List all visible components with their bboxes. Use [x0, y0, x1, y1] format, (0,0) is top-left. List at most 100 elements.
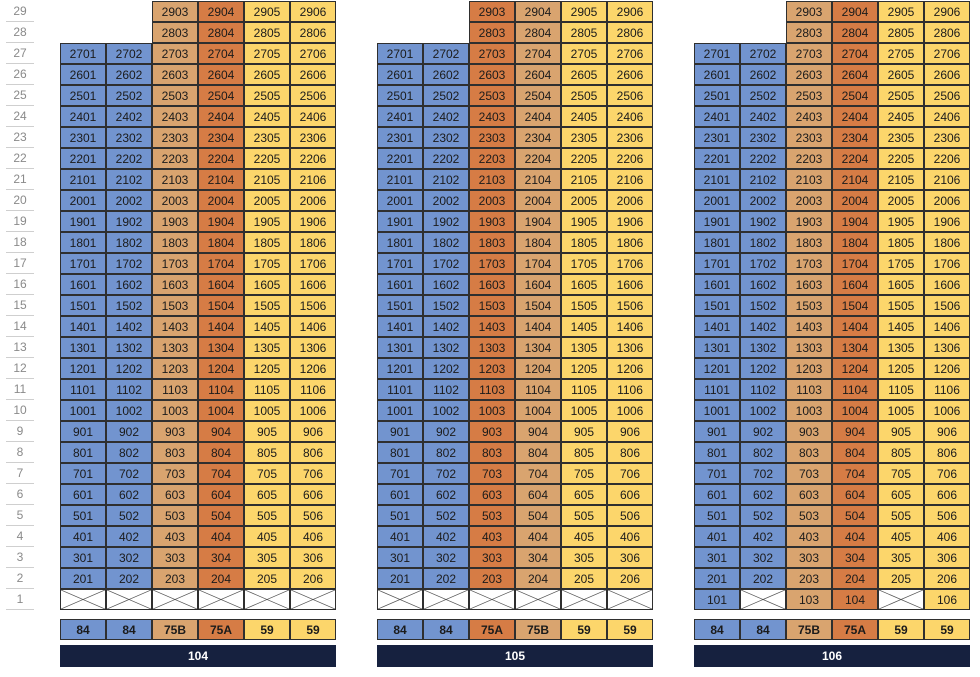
unit-cell: 404	[832, 526, 878, 547]
unit-cell: 404	[515, 526, 561, 547]
unit-cell: 2706	[290, 43, 336, 64]
empty-unit-cell	[469, 589, 515, 610]
unit-cell: 2102	[740, 169, 786, 190]
unit-cell: 2301	[377, 127, 423, 148]
unit-cell: 805	[878, 442, 924, 463]
unit-cell: 2205	[244, 148, 290, 169]
unit-cell: 2503	[786, 85, 832, 106]
unit-cell: 205	[878, 568, 924, 589]
unit-cell: 701	[377, 463, 423, 484]
unit-cell: 2704	[515, 43, 561, 64]
cross-icon	[153, 590, 197, 609]
unit-cell: 2202	[106, 148, 152, 169]
unit-cell: 2104	[198, 169, 244, 190]
unit-cell: 1605	[244, 274, 290, 295]
unit-cell: 801	[694, 442, 740, 463]
unit-cell: 2503	[152, 85, 198, 106]
unit-cell: 803	[786, 442, 832, 463]
unit-cell: 2603	[152, 64, 198, 85]
unit-cell: 2405	[878, 106, 924, 127]
unit-type-label: 75B	[152, 619, 198, 640]
unit-cell: 1406	[290, 316, 336, 337]
unit-cell: 2504	[832, 85, 878, 106]
unit-cell: 2705	[878, 43, 924, 64]
unit-cell: 1106	[607, 379, 653, 400]
unit-cell: 406	[607, 526, 653, 547]
unit-cell: 1904	[198, 211, 244, 232]
unit-cell: 403	[786, 526, 832, 547]
unit-cell: 1505	[244, 295, 290, 316]
unit-cell: 402	[740, 526, 786, 547]
unit-cell: 2101	[694, 169, 740, 190]
unit-cell: 2203	[786, 148, 832, 169]
unit-cell: 901	[60, 421, 106, 442]
unit-cell: 406	[924, 526, 970, 547]
unit-cell: 2702	[423, 43, 469, 64]
unit-cell: 2905	[244, 1, 290, 22]
unit-cell: 2001	[60, 190, 106, 211]
unit-cell: 2106	[290, 169, 336, 190]
unit-cell: 304	[832, 547, 878, 568]
empty-unit-cell	[607, 589, 653, 610]
unit-cell: 2905	[561, 1, 607, 22]
unit-cell: 2904	[198, 1, 244, 22]
unit-cell: 203	[469, 568, 515, 589]
unit-cell: 1702	[740, 253, 786, 274]
unit-cell: 2803	[786, 22, 832, 43]
unit-cell: 604	[515, 484, 561, 505]
unit-cell: 1502	[423, 295, 469, 316]
unit-cell: 1302	[423, 337, 469, 358]
unit-cell: 2402	[423, 106, 469, 127]
unit-cell: 1705	[244, 253, 290, 274]
floor-label: 25	[6, 85, 34, 106]
unit-cell: 2004	[515, 190, 561, 211]
empty-unit-cell	[290, 589, 336, 610]
empty-unit-cell	[740, 589, 786, 610]
unit-cell: 2106	[924, 169, 970, 190]
unit-cell: 1305	[878, 337, 924, 358]
unit-cell: 902	[740, 421, 786, 442]
unit-cell: 201	[694, 568, 740, 589]
unit-cell: 503	[152, 505, 198, 526]
unit-cell: 1902	[106, 211, 152, 232]
unit-cell: 2204	[515, 148, 561, 169]
unit-cell: 1302	[740, 337, 786, 358]
unit-cell: 2005	[561, 190, 607, 211]
unit-cell: 2803	[152, 22, 198, 43]
unit-cell: 1005	[244, 400, 290, 421]
unit-cell: 1905	[561, 211, 607, 232]
unit-cell: 301	[377, 547, 423, 568]
unit-cell: 1703	[786, 253, 832, 274]
unit-type-label: 59	[244, 619, 290, 640]
unit-cell: 2606	[607, 64, 653, 85]
unit-type-label: 84	[423, 619, 469, 640]
unit-cell: 2602	[106, 64, 152, 85]
cross-icon	[378, 590, 422, 609]
unit-cell: 2903	[469, 1, 515, 22]
unit-cell: 205	[244, 568, 290, 589]
unit-cell: 1506	[607, 295, 653, 316]
unit-cell: 1901	[377, 211, 423, 232]
unit-cell: 1806	[924, 232, 970, 253]
floor-label: 5	[6, 505, 34, 526]
unit-cell: 405	[561, 526, 607, 547]
unit-cell: 1206	[607, 358, 653, 379]
unit-cell: 2206	[924, 148, 970, 169]
unit-cell: 1303	[152, 337, 198, 358]
unit-cell: 1204	[515, 358, 561, 379]
unit-cell: 2803	[469, 22, 515, 43]
unit-cell: 2005	[878, 190, 924, 211]
unit-cell: 2804	[832, 22, 878, 43]
unit-cell: 802	[423, 442, 469, 463]
unit-cell: 2505	[561, 85, 607, 106]
unit-cell: 1506	[924, 295, 970, 316]
unit-cell: 1201	[694, 358, 740, 379]
unit-cell: 2406	[924, 106, 970, 127]
unit-cell: 606	[607, 484, 653, 505]
unit-cell: 702	[106, 463, 152, 484]
floor-label: 2	[6, 568, 34, 589]
unit-cell: 2002	[740, 190, 786, 211]
unit-type-label: 75A	[469, 619, 515, 640]
unit-cell: 2601	[60, 64, 106, 85]
unit-cell: 106	[924, 589, 970, 610]
